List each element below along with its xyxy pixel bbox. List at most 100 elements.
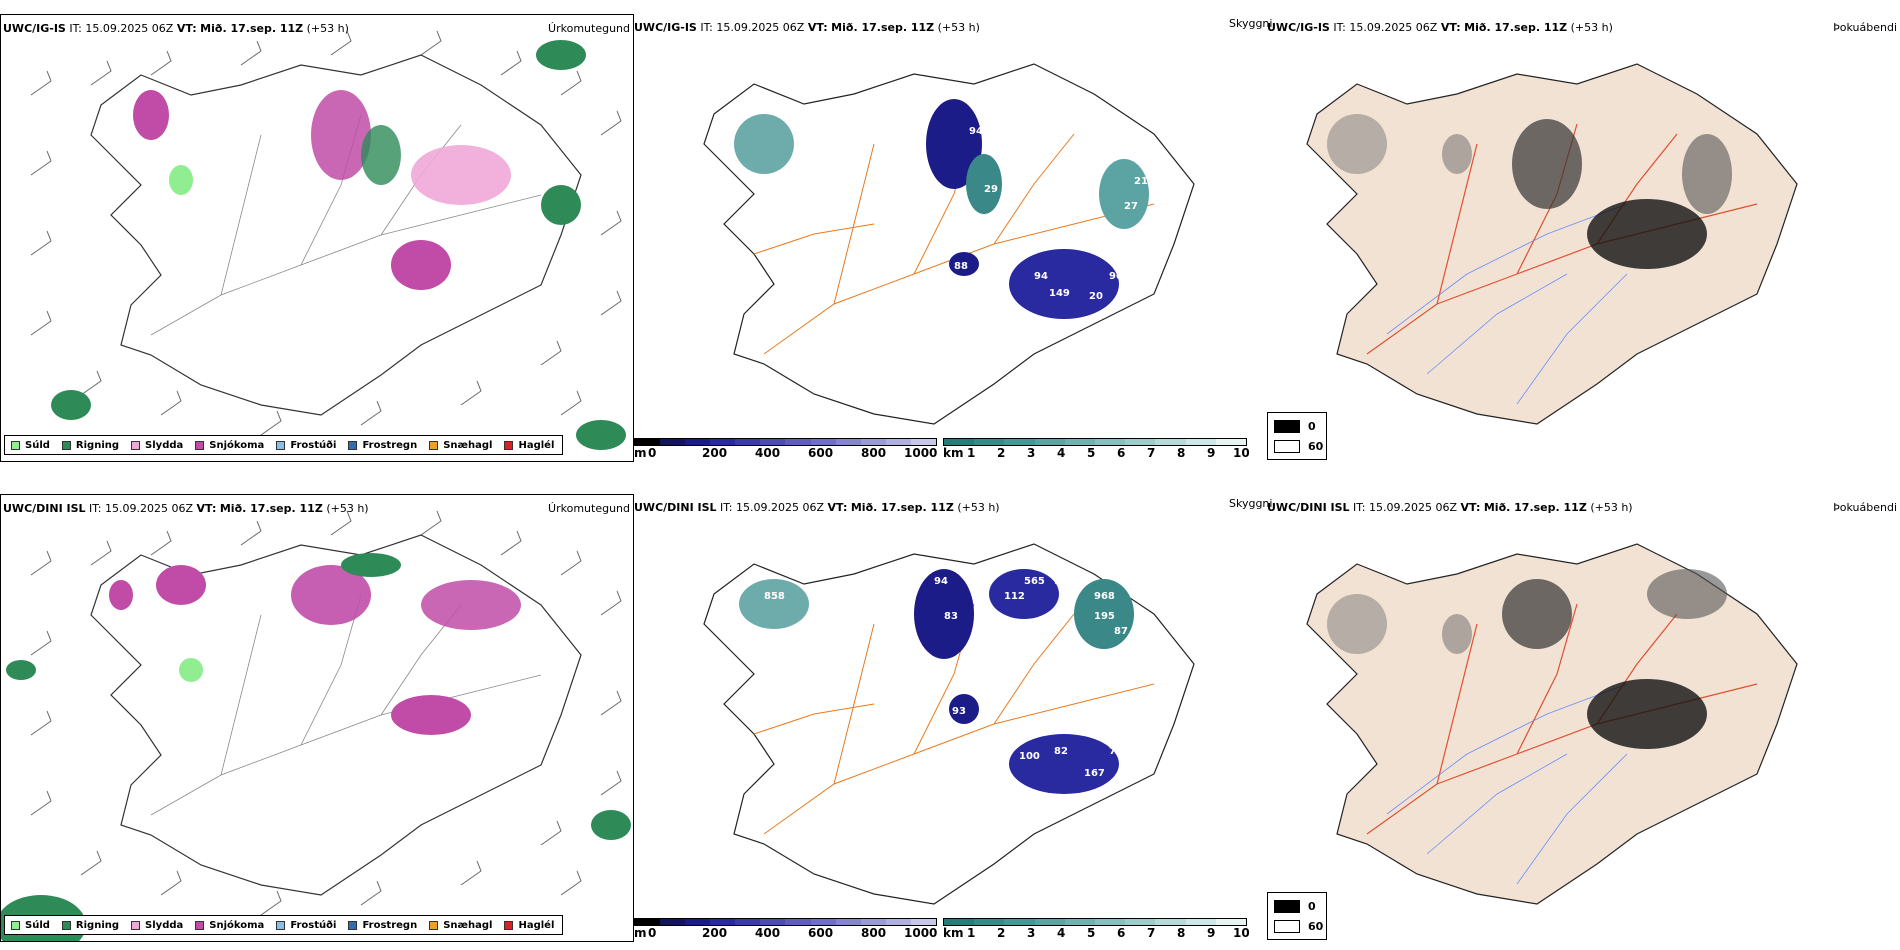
legend-item-frostregn: Frostregn xyxy=(348,440,417,451)
colorbar-tick: 5 xyxy=(1087,926,1096,940)
fog-swatch xyxy=(1274,920,1300,933)
legend-label: Rigning xyxy=(75,439,120,451)
legend-item-snaehagl: Snæhagl xyxy=(429,920,492,931)
fog-legend-1: 0 60 xyxy=(1267,412,1327,460)
colorbar-tick: 200 xyxy=(702,926,728,940)
ceiling-value: 94 xyxy=(1034,271,1048,282)
panel-title: UWC/IG-IS IT: 15.09.2025 06Z VT: Mið. 17… xyxy=(3,22,349,35)
ceiling-colorbar-swatches xyxy=(634,918,937,926)
ceiling-value: 83 xyxy=(944,611,958,622)
fog-swatch xyxy=(1274,440,1300,453)
legend-label: Rigning xyxy=(75,919,120,931)
vt-value: Mið. 17.sep. 11Z xyxy=(1464,21,1568,34)
panel-title: UWC/IG-IS IT: 15.09.2025 06Z VT: Mið. 17… xyxy=(1267,21,1613,34)
ceiling-labels: 20 94 29 93 88 94 149 20 90 27 21 96 xyxy=(759,101,1148,302)
it-value: 15.09.2025 06Z xyxy=(716,21,805,34)
ceiling-value: 195 xyxy=(1094,611,1115,622)
legend-item-slydda: Slydda xyxy=(131,920,183,931)
precip-blobs xyxy=(51,40,626,450)
legend-label: Frostregn xyxy=(362,439,418,451)
it-label: IT: xyxy=(69,22,82,35)
legend-label: Snjókoma xyxy=(209,919,265,931)
vt-label: VT: xyxy=(1460,501,1481,514)
legend-label: Snjókoma xyxy=(209,439,265,451)
colorbar-tick: 1000 xyxy=(904,446,938,460)
fog-legend-row: 0 xyxy=(1274,900,1316,913)
lead-time: (+53 h) xyxy=(306,22,349,35)
it-label: IT: xyxy=(1353,501,1366,514)
rivers xyxy=(1386,683,1628,885)
legend-item-suld: Súld xyxy=(11,440,50,451)
colorbar-tick: 600 xyxy=(808,926,834,940)
it-value: 15.09.2025 06Z xyxy=(1369,501,1458,514)
it-label: IT: xyxy=(1333,21,1346,34)
legend-swatch xyxy=(504,920,514,930)
legend-swatch xyxy=(195,920,205,930)
colorbar-tick: 800 xyxy=(861,446,887,460)
fog-legend-2: 0 60 xyxy=(1267,892,1327,940)
model-name: UWC/DINI ISL xyxy=(1267,501,1350,514)
model-name: UWC/IG-IS xyxy=(634,21,697,34)
legend-swatch xyxy=(429,920,439,930)
model-name: UWC/DINI ISL xyxy=(634,501,717,514)
fog-map-1 xyxy=(1306,63,1798,425)
ceiling-value: 167 xyxy=(1084,768,1105,779)
fog-legend-label: 60 xyxy=(1308,920,1324,933)
legend-item-snjokoma: Snjókoma xyxy=(195,440,264,451)
rivers xyxy=(1386,203,1628,405)
colorbar-tick: 1 xyxy=(967,926,976,940)
ceiling-value: 82 xyxy=(1054,746,1068,757)
legend-item-frostudi: Frostúði xyxy=(276,440,336,451)
fog-legend-label: 60 xyxy=(1308,440,1324,453)
colorbar-tick: 8 xyxy=(1177,926,1186,940)
precip-legend-2: Súld Rigning Slydda Snjókoma Frostúði Fr… xyxy=(4,915,564,935)
ceiling-value: 96 xyxy=(1054,186,1068,197)
lead-time: (+53 h) xyxy=(1590,501,1633,514)
visibility-colorbar-ticks: km 1 2 3 4 5 6 7 8 9 10 xyxy=(943,446,1250,460)
legend-item-frostudi: Frostúði xyxy=(276,920,336,931)
colorbar-unit: m xyxy=(634,926,647,940)
legend-item-snjokoma: Snjókoma xyxy=(195,920,264,931)
vt-value: Mið. 17.sep. 11Z xyxy=(200,22,304,35)
vt-label: VT: xyxy=(1440,21,1461,34)
ceiling-value: 149 xyxy=(1049,288,1070,299)
colorbar-unit: m xyxy=(634,446,647,460)
ceiling-value: 858 xyxy=(764,591,785,602)
ceiling-colorbar-swatches xyxy=(634,438,937,446)
colorbar-tick: 600 xyxy=(808,446,834,460)
it-label: IT: xyxy=(700,21,713,34)
wind-barbs xyxy=(30,510,622,916)
ceiling-value: 188 xyxy=(1054,576,1075,587)
wind-barbs xyxy=(30,30,622,436)
legend-swatch xyxy=(276,920,286,930)
colorbar-tick: 0 xyxy=(648,926,657,940)
ceiling-colorbar-ticks: m 0 200 400 600 800 1000 xyxy=(634,926,937,940)
legend-swatch xyxy=(11,440,20,450)
lead-time: (+53 h) xyxy=(937,21,980,34)
ceiling-value: 94 xyxy=(969,126,983,137)
colorbar-tick: 1000 xyxy=(904,926,938,940)
legend-swatch xyxy=(276,440,286,450)
legend-label: Haglél xyxy=(518,919,555,931)
panel-label-fog: Þokuábendi xyxy=(1833,501,1897,514)
colorbar-tick: 6 xyxy=(1117,926,1126,940)
panel-title: UWC/DINI ISL IT: 15.09.2025 06Z VT: Mið.… xyxy=(634,501,1000,514)
ceiling-labels: 858 94 83 112 565 188 968 195 87 93 100 … xyxy=(764,576,1128,779)
legend-label: Slydda xyxy=(145,439,184,451)
it-value: 15.09.2025 06Z xyxy=(85,22,174,35)
legend-item-snaehagl: Snæhagl xyxy=(429,440,492,451)
colorbar-tick: 4 xyxy=(1057,926,1066,940)
legend-swatch xyxy=(429,440,439,450)
legend-label: Snæhagl xyxy=(443,919,493,931)
legend-swatch xyxy=(61,440,71,450)
roads xyxy=(1366,123,1758,355)
ceiling-map-2: 858 94 83 112 565 188 968 195 87 93 100 … xyxy=(703,543,1195,905)
iceland-outline xyxy=(1306,543,1798,905)
colorbar-tick: 3 xyxy=(1027,926,1036,940)
roads xyxy=(1366,603,1758,835)
panel-label-precip: Úrkomutegund xyxy=(548,502,630,515)
visibility-colorbar-swatches xyxy=(943,438,1247,446)
ceiling-value: 27 xyxy=(1124,201,1138,212)
ceiling-value: 93 xyxy=(952,706,966,717)
ceiling-value: 94 xyxy=(934,576,948,587)
